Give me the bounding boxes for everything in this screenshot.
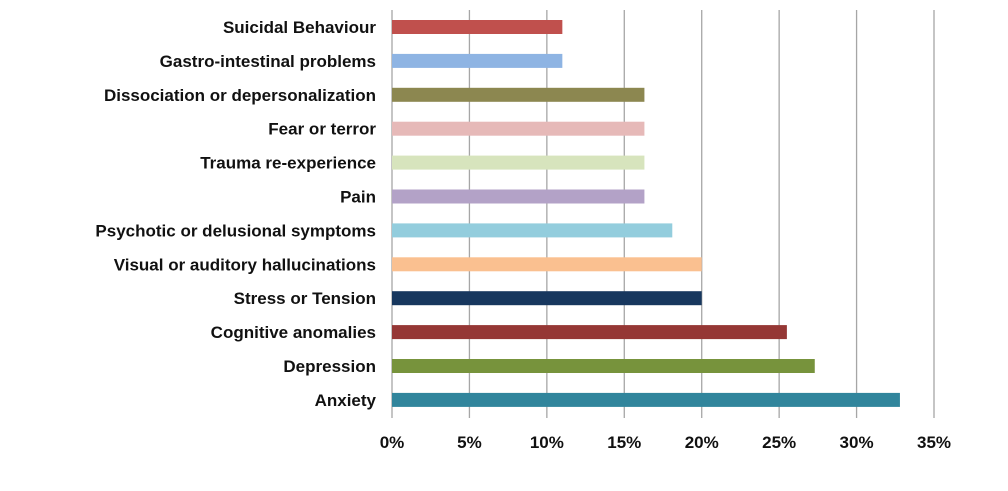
x-tick-label: 15% (607, 433, 641, 452)
category-label: Stress or Tension (234, 289, 376, 308)
x-tick-label: 25% (762, 433, 796, 452)
category-label: Dissociation or depersonalization (104, 86, 376, 105)
bar (392, 121, 645, 136)
category-label: Cognitive anomalies (211, 323, 376, 342)
x-tick-label: 10% (530, 433, 564, 452)
bar (392, 20, 563, 34)
bar (392, 359, 815, 373)
x-tick-labels: 0% 5% 10% 15% 20% 25% 30% 35% (380, 433, 951, 452)
category-label: Pain (340, 188, 376, 207)
bar (392, 291, 702, 306)
category-labels: Suicidal Behaviour Gastro-intestinal prob… (95, 18, 376, 410)
bars (392, 20, 900, 407)
gridlines (391, 10, 935, 418)
category-label: Suicidal Behaviour (223, 18, 376, 37)
category-label: Anxiety (315, 391, 377, 410)
bar (392, 87, 645, 102)
bar (392, 325, 787, 340)
category-label: Psychotic or delusional symptoms (95, 221, 376, 240)
category-label: Fear or terror (268, 120, 376, 139)
bar (392, 257, 702, 272)
category-label: Gastro-intestinal problems (160, 52, 376, 71)
x-tick-label: 0% (380, 433, 405, 452)
bar (392, 189, 645, 204)
bar (392, 155, 645, 170)
category-label: Depression (283, 357, 376, 376)
bar (392, 223, 673, 238)
x-tick-label: 30% (840, 433, 874, 452)
category-label: Trauma re-experience (200, 154, 376, 173)
x-tick-label: 20% (685, 433, 719, 452)
x-tick-label: 5% (457, 433, 482, 452)
bar (392, 392, 900, 407)
bar (392, 53, 563, 68)
x-tick-label: 35% (917, 433, 951, 452)
category-label: Visual or auditory hallucinations (114, 255, 376, 274)
